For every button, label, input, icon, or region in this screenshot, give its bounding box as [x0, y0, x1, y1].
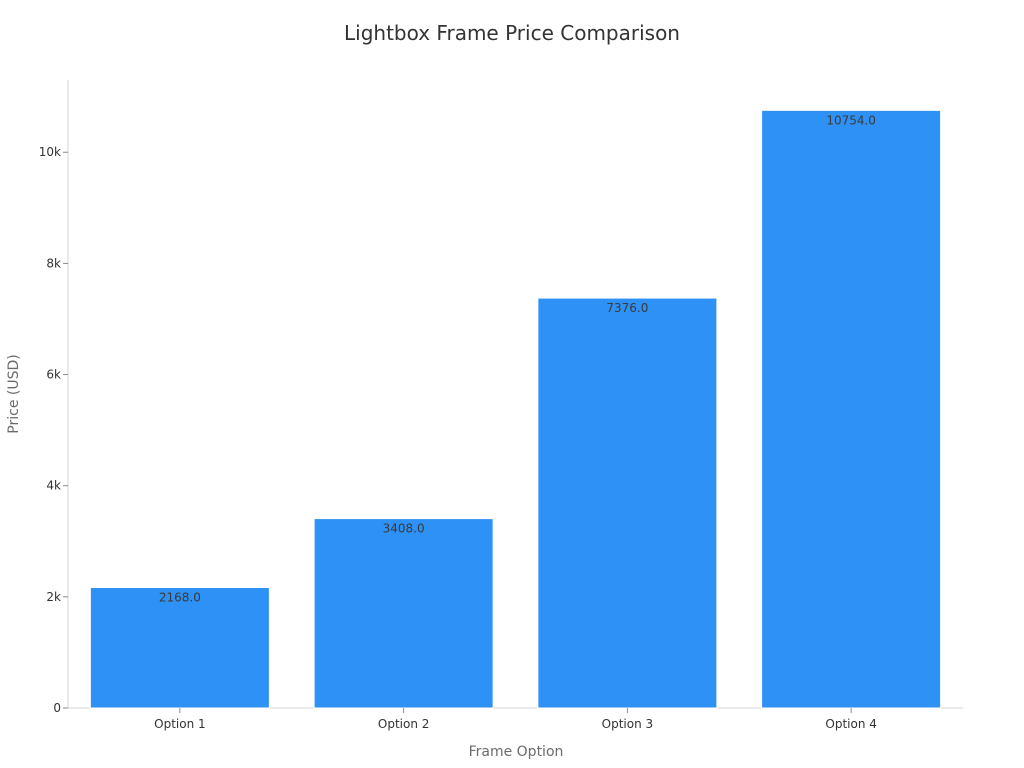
- bar: [537, 297, 718, 709]
- chart-title: Lightbox Frame Price Comparison: [344, 21, 680, 45]
- plot-area: 0 2k 4k 6k 8k 10k 2168.0 Option 1 3408.0 Option 2…: [39, 80, 963, 731]
- x-tick-label: Option 4: [825, 717, 877, 731]
- y-axis-label: Price (USD): [6, 354, 22, 433]
- bar: [313, 518, 494, 709]
- bar-value-label: 2168.0: [159, 591, 201, 605]
- y-tick-label: 6k: [46, 368, 61, 382]
- bar: [761, 109, 942, 709]
- x-tick-label: Option 3: [602, 717, 654, 731]
- bar-value-label: 3408.0: [383, 522, 425, 536]
- x-axis-label: Frame Option: [469, 744, 564, 760]
- x-tick-label: Option 2: [378, 717, 430, 731]
- bar: [89, 587, 270, 709]
- y-tick-label: 0: [53, 701, 61, 715]
- y-tick-label: 2k: [46, 590, 61, 604]
- bar-value-label: 7376.0: [606, 301, 648, 315]
- x-tick-label: Option 1: [154, 717, 206, 731]
- y-tick-label: 8k: [46, 256, 61, 270]
- y-tick-label: 4k: [46, 479, 61, 493]
- y-tick-label: 10k: [39, 145, 61, 159]
- bar-value-label: 10754.0: [826, 113, 876, 127]
